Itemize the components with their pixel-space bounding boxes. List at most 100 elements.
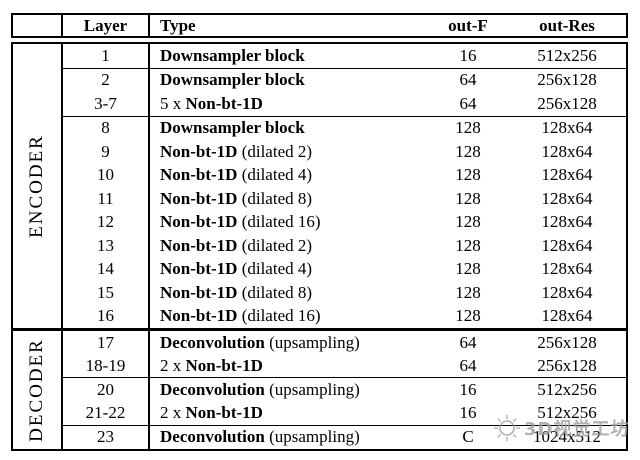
type-name: Non-bt-1D xyxy=(160,259,238,279)
type-suffix: (upsampling) xyxy=(264,427,360,447)
layer-cell: 23 xyxy=(63,425,150,450)
type-cell: Deconvolution (upsampling) xyxy=(150,378,428,401)
outf-cell: 128 xyxy=(455,165,481,185)
outf-cell: 64 xyxy=(459,93,477,113)
outres-cell: 256x128 xyxy=(537,332,597,352)
outf-cell: 128 xyxy=(455,212,481,232)
layer-cell: 2 xyxy=(63,68,150,92)
type-cell: 2 x Non-bt-1D xyxy=(150,402,428,425)
decoder-label-cell: DECODER xyxy=(13,331,63,449)
outres-cell: 128x64 xyxy=(541,188,593,208)
decoder-rows: 17 Deconvolution (upsampling) 64 256x128 18-… xyxy=(63,331,626,450)
encoder-rows: 1 Downsampler block 16 512x256 2 Downsampler … xyxy=(63,44,626,328)
outres-column-header: out-Res xyxy=(539,15,595,35)
table-row: 17 Deconvolution (upsampling) 64 256x128 xyxy=(63,331,626,355)
encoder-label: ENCODER xyxy=(26,134,48,238)
decoder-section: DECODER 17 Deconvolution (upsampling) 64 25… xyxy=(13,331,626,450)
table-row: 12 Non-bt-1D (dilated 16) 128 128x64 xyxy=(63,210,626,235)
layer-cell: 10 xyxy=(63,163,150,187)
type-cell: Non-bt-1D (dilated 16) xyxy=(150,211,428,235)
type-name: Non-bt-1D xyxy=(185,403,263,423)
type-cell: Non-bt-1D (dilated 2) xyxy=(150,140,428,164)
type-suffix: (dilated 2) xyxy=(237,141,313,161)
outres-cell: 128x64 xyxy=(541,235,593,255)
layer-cell: 14 xyxy=(63,257,150,281)
outres-cell: 128x64 xyxy=(541,306,593,326)
type-cell: Non-bt-1D (dilated 16) xyxy=(150,305,428,329)
type-name: Non-bt-1D xyxy=(185,93,263,113)
table-row: 14 Non-bt-1D (dilated 4) 128 128x64 xyxy=(63,257,626,282)
outf-cell: 128 xyxy=(455,188,481,208)
type-name: Non-bt-1D xyxy=(160,235,238,255)
corner-cell xyxy=(13,15,63,36)
outf-cell: C xyxy=(462,427,474,447)
layer-cell: 13 xyxy=(63,234,150,258)
outf-cell: 128 xyxy=(455,235,481,255)
type-cell: Non-bt-1D (dilated 2) xyxy=(150,234,428,258)
table-header-row: Layer Type out-F out-Res xyxy=(11,13,628,38)
type-cell: Downsampler block xyxy=(150,44,428,68)
table-row: 18-19 2 x Non-bt-1D 64 256x128 xyxy=(63,354,626,378)
layer-column-header: Layer xyxy=(63,15,150,36)
type-cell: Deconvolution (upsampling) xyxy=(150,426,428,449)
outres-cell: 128x64 xyxy=(541,165,593,185)
outf-cell: 128 xyxy=(455,118,481,138)
layer-cell: 12 xyxy=(63,210,150,234)
outres-cell: 512x256 xyxy=(537,403,597,423)
type-name: Downsampler block xyxy=(160,70,305,90)
type-cell: 5 x Non-bt-1D xyxy=(150,92,428,116)
type-cell: Downsampler block xyxy=(150,117,428,141)
type-name: Downsampler block xyxy=(160,118,305,138)
outres-cell: 128x64 xyxy=(541,212,593,232)
outf-cell: 64 xyxy=(459,355,477,375)
type-suffix: (dilated 16) xyxy=(237,212,321,232)
type-prefix: 2 x xyxy=(160,355,186,375)
layer-cell: 21-22 xyxy=(63,401,150,425)
outf-cell: 128 xyxy=(455,306,481,326)
outf-column-header: out-F xyxy=(448,15,488,35)
type-suffix: (dilated 4) xyxy=(237,259,313,279)
outres-cell: 128x64 xyxy=(541,118,593,138)
type-suffix: (dilated 8) xyxy=(237,188,313,208)
layer-cell: 17 xyxy=(63,331,150,355)
outres-cell: 256x128 xyxy=(537,93,597,113)
type-suffix: (dilated 4) xyxy=(237,165,313,185)
decoder-label: DECODER xyxy=(26,338,48,442)
table-row: 8 Downsampler block 128 128x64 xyxy=(63,115,626,141)
layer-cell: 20 xyxy=(63,378,150,402)
type-prefix: 5 x xyxy=(160,93,186,113)
type-suffix: (dilated 2) xyxy=(237,235,313,255)
type-name: Non-bt-1D xyxy=(160,282,238,302)
table-row: 11 Non-bt-1D (dilated 8) 128 128x64 xyxy=(63,187,626,211)
outres-cell: 1024x512 xyxy=(533,427,601,447)
encoder-section: ENCODER 1 Downsampler block 16 512x256 2 Down… xyxy=(13,44,626,331)
type-suffix: (upsampling) xyxy=(264,380,360,399)
type-cell: Deconvolution (upsampling) xyxy=(150,331,428,354)
outf-cell: 16 xyxy=(459,380,477,399)
type-name: Deconvolution xyxy=(160,332,265,352)
outres-cell: 256x128 xyxy=(537,70,597,90)
outf-cell: 16 xyxy=(459,45,477,65)
type-name: Non-bt-1D xyxy=(185,355,263,375)
outf-cell: 128 xyxy=(455,282,481,302)
layer-cell: 15 xyxy=(63,281,150,305)
layer-cell: 18-19 xyxy=(63,354,150,378)
layer-cell: 3-7 xyxy=(63,92,150,116)
table-row: 20 Deconvolution (upsampling) 16 512x256 xyxy=(63,377,626,402)
table-row: 1 Downsampler block 16 512x256 xyxy=(63,44,626,68)
table-row: 9 Non-bt-1D (dilated 2) 128 128x64 xyxy=(63,140,626,164)
type-cell: Non-bt-1D (dilated 4) xyxy=(150,258,428,282)
layer-cell: 16 xyxy=(63,304,150,328)
outf-cell: 128 xyxy=(455,141,481,161)
type-name: Non-bt-1D xyxy=(160,141,238,161)
table-row: 15 Non-bt-1D (dilated 8) 128 128x64 xyxy=(63,281,626,305)
type-name: Deconvolution xyxy=(160,380,265,399)
type-prefix: 2 x xyxy=(160,403,186,423)
layer-cell: 9 xyxy=(63,140,150,164)
table-row: 23 Deconvolution (upsampling) C 1024x512 xyxy=(63,424,626,450)
type-cell: Non-bt-1D (dilated 8) xyxy=(150,281,428,305)
type-name: Non-bt-1D xyxy=(160,165,238,185)
type-name: Deconvolution xyxy=(160,427,265,447)
type-name: Non-bt-1D xyxy=(160,188,238,208)
